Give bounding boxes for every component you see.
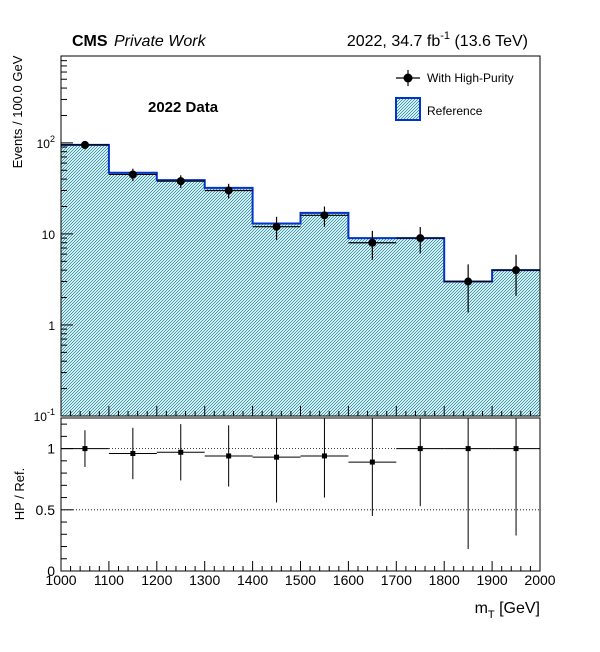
x-tick-label: 1900 xyxy=(477,572,508,588)
legend-hp-marker xyxy=(403,73,413,83)
ratio-point xyxy=(321,453,327,459)
legend-hp-label: With High-Purity xyxy=(427,71,514,85)
data-label: 2022 Data xyxy=(148,99,219,116)
cms-label: CMS xyxy=(72,33,108,50)
main-y-label: Events / 100.0 GeV xyxy=(10,55,25,168)
ratio-y-tick-label: 0.5 xyxy=(36,502,56,518)
private-work-label: Private Work xyxy=(114,33,207,50)
ratio-panel: 00.51 1000 1100 1200 1300 1400 1500 1600 1700 18… xyxy=(12,417,556,621)
legend-ref-label: Reference xyxy=(427,104,483,118)
legend-ref-swatch xyxy=(395,97,421,121)
x-axis-label: mT [GeV] xyxy=(475,600,540,621)
x-tick-label: 1000 xyxy=(45,572,76,588)
main-x-ticks xyxy=(60,406,541,416)
data-point xyxy=(320,211,329,220)
lumi-label: 2022, 34.7 fb-1 (13.6 TeV) xyxy=(347,30,528,50)
x-tick-label: 1500 xyxy=(285,572,316,588)
x-tick-label: 1100 xyxy=(94,572,124,588)
ratio-point xyxy=(369,459,375,465)
main-y-tick-label: 10-1 xyxy=(34,407,55,424)
data-point xyxy=(512,266,521,275)
data-point xyxy=(272,222,281,231)
main-y-tick-label: 102 xyxy=(37,134,55,151)
ratio-point xyxy=(226,453,232,459)
x-tick-label: 1700 xyxy=(381,572,412,588)
legend: With High-Purity Reference xyxy=(395,70,514,121)
data-point xyxy=(128,170,137,179)
ratio-x-axis: 1000 1100 1200 1300 1400 1500 1600 1700 1800 1900… xyxy=(45,561,556,588)
ratio-point xyxy=(274,454,280,460)
x-tick-label: 1300 xyxy=(189,572,220,588)
data-points xyxy=(61,140,540,313)
x-tick-label: 1200 xyxy=(141,572,172,588)
main-y-tick-label: 1 xyxy=(48,319,55,333)
data-point xyxy=(224,186,233,195)
data-point xyxy=(176,177,185,186)
x-tick-label: 1600 xyxy=(333,572,364,588)
reference-fill xyxy=(61,144,540,417)
ratio-point xyxy=(465,446,471,452)
data-point xyxy=(80,140,89,149)
main-y-axis: 102 10 1 10-1 xyxy=(34,55,73,424)
ratio-point xyxy=(130,450,136,456)
ratio-y-tick-label: 1 xyxy=(47,441,55,457)
ratio-y-label: HP / Ref. xyxy=(12,468,27,521)
ratio-point xyxy=(178,449,184,455)
main-y-tick-label: 10 xyxy=(42,228,56,242)
ratio-point xyxy=(513,446,519,452)
data-point xyxy=(416,234,425,243)
ratio-points xyxy=(61,418,540,549)
x-tick-label: 1800 xyxy=(429,572,460,588)
x-tick-label: 1400 xyxy=(237,572,268,588)
ratio-point xyxy=(417,446,423,452)
x-tick-label: 2000 xyxy=(524,572,555,588)
ratio-point xyxy=(82,446,88,452)
ratio-y-axis: 00.51 xyxy=(36,423,73,579)
data-point xyxy=(368,238,377,247)
ratio-y-tick-label: 0 xyxy=(47,563,55,579)
data-point xyxy=(464,277,473,286)
